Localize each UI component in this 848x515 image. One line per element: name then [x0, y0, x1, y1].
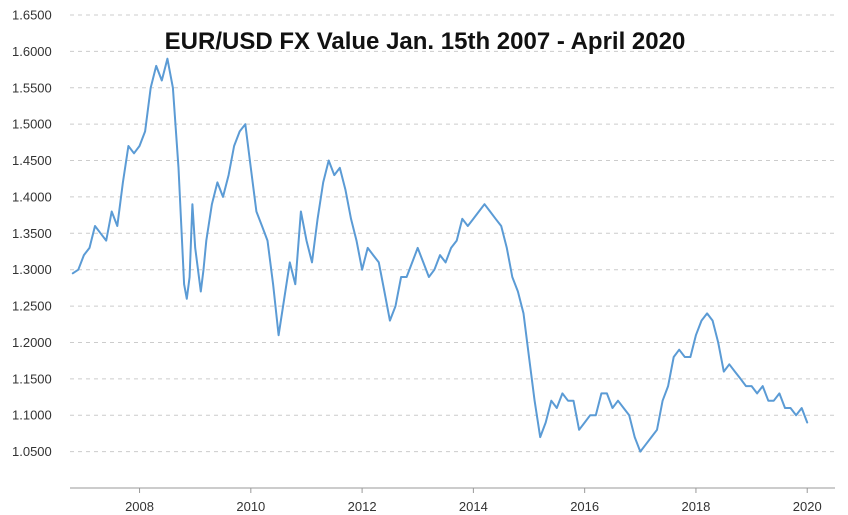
y-tick-label: 1.6000 [12, 44, 52, 59]
y-tick-label: 1.1500 [12, 371, 52, 386]
series-line [71, 57, 809, 453]
x-tick-label: 2014 [459, 499, 488, 514]
y-tick-label: 1.2000 [12, 335, 52, 350]
x-tick-label: 2016 [570, 499, 599, 514]
y-tick-label: 1.3500 [12, 226, 52, 241]
y-tick-label: 1.2500 [12, 299, 52, 314]
x-tick-label: 2010 [236, 499, 265, 514]
y-axis-labels: 1.0500 1.1000 1.1500 1.2000 1.2500 1.3000 1.35… [12, 8, 52, 460]
x-tick-label: 2020 [793, 499, 822, 514]
y-tick-label: 1.5000 [12, 117, 52, 132]
y-tick-label: 1.4000 [12, 189, 52, 204]
x-tick-label: 2008 [125, 499, 154, 514]
x-tick-label: 2018 [681, 499, 710, 514]
x-axis [70, 487, 835, 493]
y-tick-label: 1.5500 [12, 80, 52, 95]
y-tick-label: 1.0500 [12, 444, 52, 459]
x-tick-label: 2012 [348, 499, 377, 514]
y-tick-label: 1.4500 [12, 153, 52, 168]
x-axis-labels: 2008 2010 2012 2014 2016 2018 2020 [125, 499, 822, 514]
y-tick-label: 1.1000 [12, 408, 52, 423]
series-group [71, 57, 809, 453]
y-tick-label: 1.3000 [12, 262, 52, 277]
chart-title: EUR/USD FX Value Jan. 15th 2007 - April … [165, 28, 686, 55]
y-tick-label: 1.6500 [12, 8, 52, 23]
gridlines [70, 14, 835, 453]
